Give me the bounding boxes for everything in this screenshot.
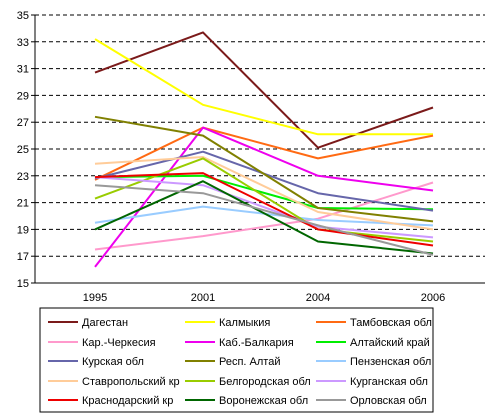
series-line (94, 205, 434, 227)
series-line (94, 180, 434, 255)
x-axis: 1995 2001 2004 2006 (35, 282, 485, 304)
y-tick-label: 23 (17, 171, 29, 183)
y-tick-label: 27 (17, 117, 29, 129)
series-lines (94, 31, 434, 268)
series-line (94, 184, 434, 256)
series-line (94, 156, 434, 231)
legend-label: Тамбовская обл (350, 317, 432, 329)
x-tick-label: 2004 (306, 292, 330, 304)
legend-label: Каб.-Балкария (219, 337, 294, 349)
series-line (94, 172, 434, 247)
legend-label: Белгородская обл (219, 376, 311, 388)
legend-label: Дагестан (82, 317, 128, 329)
y-tick-label: 29 (17, 90, 29, 102)
series-line (94, 176, 434, 239)
legend-label: Курская обл (82, 356, 144, 368)
legend-label: Краснодарский кр (82, 395, 173, 407)
legend-box (39, 307, 434, 413)
y-tick-label: 17 (17, 251, 29, 263)
y-tick-label: 31 (17, 64, 29, 76)
legend-label: Воронежская обл (219, 395, 308, 407)
series-line (94, 115, 434, 223)
series-line (94, 181, 434, 251)
series-line (94, 126, 434, 268)
x-tick-label: 2006 (421, 292, 445, 304)
legend-label: Курганская обл (350, 376, 428, 388)
legend-label: Ставропольский кр (82, 376, 180, 388)
legend-label: Калмыкия (219, 317, 270, 329)
series-line (94, 31, 434, 149)
y-axis: 15 17 19 21 23 25 27 29 31 33 35 (17, 10, 36, 290)
grid-lines (35, 14, 485, 257)
y-tick-label: 35 (17, 10, 29, 22)
y-tick-label: 33 (17, 37, 29, 49)
series-line (94, 174, 434, 211)
series-line (94, 157, 434, 243)
series-line (94, 38, 433, 136)
legend-label: Респ. Алтай (219, 356, 280, 368)
legend-label: Кар.-Черкесия (82, 337, 156, 349)
series-line (94, 126, 434, 181)
legend: Дагестан Калмыкия Тамбовская обл Кар.-Черке… (39, 307, 434, 413)
y-tick-label: 19 (17, 224, 29, 236)
x-tick-label: 1995 (83, 292, 107, 304)
legend-label: Алтайский край (350, 337, 430, 349)
y-tick-label: 25 (17, 144, 29, 156)
y-tick-label: 21 (17, 198, 29, 210)
legend-label: Орловская обл (350, 395, 427, 407)
y-tick-label: 15 (17, 278, 29, 290)
x-tick-label: 2001 (191, 292, 215, 304)
legend-label: Пензенская обл (350, 356, 431, 368)
